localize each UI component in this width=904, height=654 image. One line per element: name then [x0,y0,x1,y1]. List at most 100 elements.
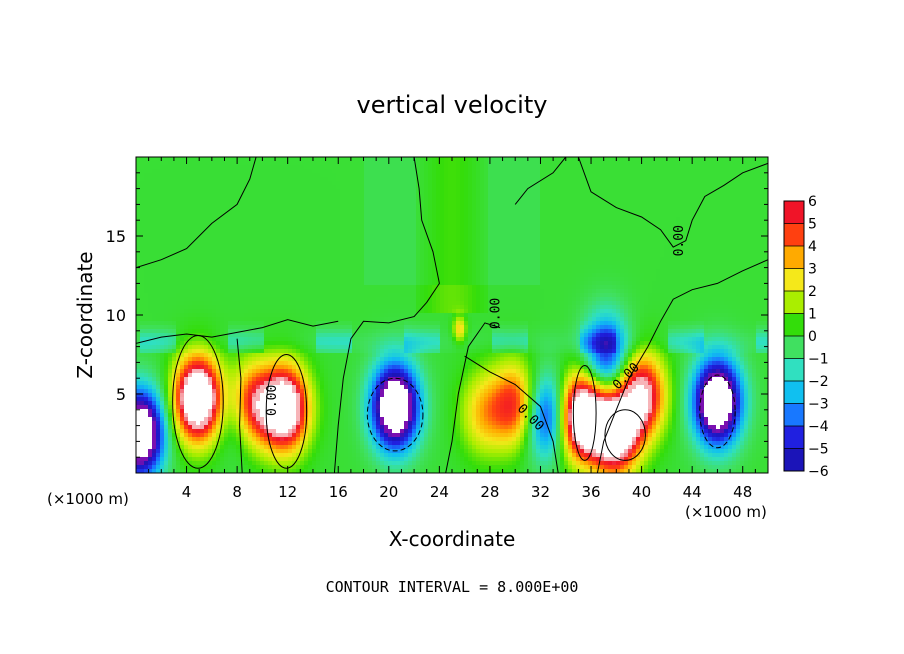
heatmap-cell [460,169,465,174]
heatmap-cell [740,237,745,242]
heatmap-cell [408,241,413,246]
heatmap-cell [540,157,545,162]
heatmap-cell [440,165,445,170]
heatmap-cell [512,253,517,258]
heatmap-cell [196,177,201,182]
heatmap-cell [484,257,489,262]
heatmap-cell [372,177,377,182]
heatmap-cell [696,221,701,226]
heatmap-cell [396,273,401,278]
heatmap-cell [644,173,649,178]
heatmap-cell [244,261,249,266]
heatmap-cell [276,157,281,162]
heatmap-cell [156,177,161,182]
heatmap-cell [516,273,521,278]
heatmap-cell [568,165,573,170]
heatmap-cell [556,257,561,262]
heatmap-cell [328,161,333,166]
heatmap-cell [460,177,465,182]
heatmap-cell [732,185,737,190]
heatmap-cell [312,245,317,250]
heatmap-cell [304,253,309,258]
heatmap-cell [664,177,669,182]
heatmap-cell [732,261,737,266]
heatmap-cell [460,281,465,286]
heatmap-cell [180,197,185,202]
heatmap-cell [260,277,265,282]
heatmap-cell [308,201,313,206]
heatmap-cell [516,233,521,238]
heatmap-cell [500,277,505,282]
heatmap-cell [208,253,213,258]
heatmap-cell [708,157,713,162]
heatmap-cell [752,221,757,226]
heatmap-cell [552,265,557,270]
heatmap-cell [160,221,165,226]
heatmap-cell [492,201,497,206]
heatmap-cell [540,241,545,246]
heatmap-cell [408,213,413,218]
heatmap-cell [488,229,493,234]
heatmap-cell [448,253,453,258]
heatmap-cell [148,165,153,170]
heatmap-cell [476,169,481,174]
heatmap-cell [764,269,768,274]
heatmap-cell [416,193,421,198]
heatmap-cell [572,265,577,270]
heatmap-cell [296,169,301,174]
heatmap-cell [608,237,613,242]
heatmap-cell [420,161,425,166]
heatmap-cell [424,257,429,262]
heatmap-cell [224,253,229,258]
heatmap-cell [668,229,673,234]
heatmap-cell [160,217,165,222]
heatmap-cell [144,237,149,242]
heatmap-cell [224,161,229,166]
heatmap-cell [604,205,609,210]
heatmap-cell [164,193,169,198]
heatmap-cell [644,185,649,190]
heatmap-cell [356,197,361,202]
heatmap-cell [228,225,233,230]
heatmap-cell [664,189,669,194]
heatmap-cell [520,165,525,170]
heatmap-cell [648,261,653,266]
heatmap-cell [148,241,153,246]
heatmap-cell [528,225,533,230]
heatmap-cell [336,185,341,190]
heatmap-cell [680,253,685,258]
heatmap-cell [224,197,229,202]
heatmap-cell [152,257,157,262]
heatmap-cell [156,209,161,214]
heatmap-cell [512,169,517,174]
heatmap-cell [648,241,653,246]
heatmap-cell [248,189,253,194]
heatmap-cell [636,169,641,174]
heatmap-cell [380,261,385,266]
heatmap-cell [240,197,245,202]
heatmap-cell [160,181,165,186]
heatmap-cell [136,189,141,194]
heatmap-cell [248,221,253,226]
heatmap-cell [704,205,709,210]
heatmap-cell [584,237,589,242]
heatmap-cell [152,165,157,170]
heatmap-cell [492,181,497,186]
heatmap-cell [332,217,337,222]
heatmap-cell [700,177,705,182]
heatmap-cell [732,225,737,230]
heatmap-cell [240,245,245,250]
heatmap-cell [572,237,577,242]
heatmap-cell [292,169,297,174]
heatmap-cell [260,169,265,174]
heatmap-cell [376,273,381,278]
heatmap-cell [608,229,613,234]
heatmap-cell [332,181,337,186]
heatmap-cell [736,161,741,166]
heatmap-cell [416,173,421,178]
heatmap-cell [508,261,513,266]
heatmap-cell [592,221,597,226]
heatmap-cell [336,253,341,258]
heatmap-cell [620,229,625,234]
heatmap-cell [720,217,725,222]
